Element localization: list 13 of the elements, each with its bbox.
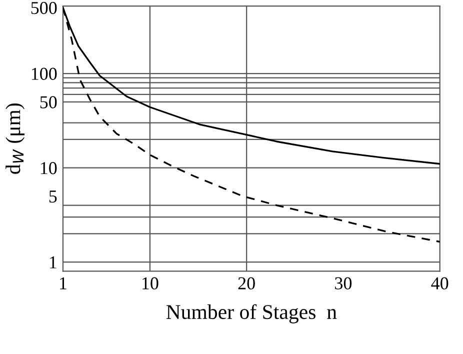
x-tick-label: 40 <box>431 277 448 290</box>
y-tick-label: 500 <box>31 2 57 14</box>
y-axis-title: d$_{W}$ (μm) <box>6 103 25 174</box>
x-tick-label: 30 <box>335 277 352 290</box>
x-tick-label: 10 <box>142 277 158 290</box>
x-axis-title: Number of Stages n <box>166 304 337 324</box>
y-tick-label: 50 <box>40 96 57 108</box>
x-tick-label: 1 <box>60 277 66 290</box>
x-tick-label: 20 <box>238 277 255 290</box>
y-tick-label: 100 <box>32 68 57 80</box>
y-tick-label: 1 <box>50 256 56 268</box>
y-tick-label: 10 <box>40 162 57 174</box>
y-tick-label: 5 <box>49 190 57 203</box>
